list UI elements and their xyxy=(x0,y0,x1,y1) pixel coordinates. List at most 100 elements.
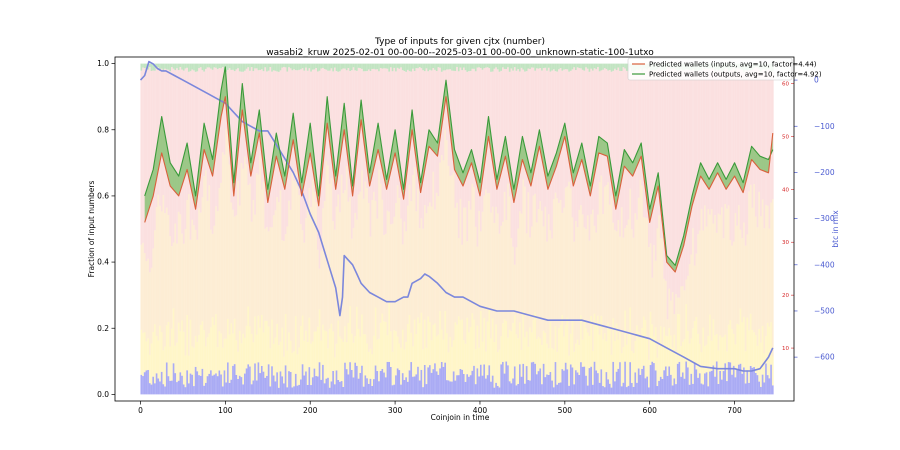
band-yellow xyxy=(705,344,708,373)
band-green xyxy=(505,63,508,69)
band-green xyxy=(525,63,528,72)
band-green xyxy=(259,63,261,70)
band-red xyxy=(301,68,304,231)
band-orange xyxy=(731,245,733,330)
band-blue xyxy=(333,384,336,395)
band-orange xyxy=(519,211,521,323)
band-yellow xyxy=(213,324,216,375)
band-green xyxy=(476,63,479,68)
band-orange xyxy=(478,210,480,348)
band-blue xyxy=(537,371,540,395)
band-blue xyxy=(335,370,338,395)
band-yellow xyxy=(552,349,555,388)
band-red xyxy=(179,66,182,215)
band-orange xyxy=(637,197,640,332)
band-orange xyxy=(722,238,725,337)
band-yellow xyxy=(464,343,467,382)
band-red xyxy=(532,67,535,196)
band-blue xyxy=(218,370,221,395)
band-orange xyxy=(486,193,489,322)
band-blue xyxy=(692,383,694,395)
band-green xyxy=(503,63,506,69)
band-blue xyxy=(332,371,334,395)
band-orange xyxy=(184,229,187,356)
band-red xyxy=(530,67,533,227)
band-green xyxy=(181,63,183,70)
band-green xyxy=(322,63,324,68)
band-blue xyxy=(417,366,419,395)
band-orange xyxy=(244,156,246,338)
band-green xyxy=(233,63,236,72)
band-green xyxy=(440,63,443,72)
band-red xyxy=(199,67,202,213)
band-blue xyxy=(670,374,672,395)
band-orange xyxy=(191,219,194,347)
band-red xyxy=(452,70,455,173)
band-orange xyxy=(457,238,460,317)
band-yellow xyxy=(264,320,267,378)
band-red xyxy=(296,70,299,187)
band-red xyxy=(228,68,231,165)
band-red xyxy=(690,70,693,255)
band-blue xyxy=(357,378,360,395)
band-red xyxy=(204,68,207,171)
band-yellow xyxy=(680,346,682,377)
band-blue xyxy=(169,380,172,395)
band-orange xyxy=(479,231,482,311)
band-yellow xyxy=(442,339,445,367)
band-orange xyxy=(230,202,233,324)
band-blue xyxy=(391,385,394,395)
band-green xyxy=(420,63,423,69)
band-orange xyxy=(235,215,238,341)
band-red xyxy=(629,67,632,189)
band-green xyxy=(179,63,182,67)
band-blue xyxy=(206,376,209,395)
band-blue xyxy=(379,370,382,395)
band-red xyxy=(349,71,351,198)
band-red xyxy=(605,69,608,185)
band-red xyxy=(627,71,630,220)
band-green xyxy=(593,63,596,69)
band-blue xyxy=(709,371,711,395)
x-tick-label: 200 xyxy=(303,406,318,415)
band-yellow xyxy=(447,352,450,381)
band-orange xyxy=(697,234,699,334)
band-red xyxy=(347,68,350,202)
band-green xyxy=(515,63,518,71)
band-red xyxy=(437,67,440,197)
y-tick-label-left: 0.2 xyxy=(97,324,109,333)
band-yellow xyxy=(413,319,416,377)
band-blue xyxy=(425,384,428,395)
band-red xyxy=(272,70,275,216)
band-orange xyxy=(294,171,297,317)
band-red xyxy=(527,68,530,193)
band-blue xyxy=(763,382,766,395)
band-orange xyxy=(673,314,676,335)
band-green xyxy=(218,63,221,69)
band-green xyxy=(339,63,341,72)
band-yellow xyxy=(238,330,241,376)
band-orange xyxy=(770,202,772,323)
band-yellow xyxy=(406,324,409,382)
band-red xyxy=(542,68,545,227)
band-blue xyxy=(454,380,457,395)
band-blue xyxy=(515,385,518,395)
band-green xyxy=(193,63,195,71)
band-green xyxy=(379,63,382,68)
band-green xyxy=(535,63,538,69)
band-green xyxy=(228,63,231,69)
band-red xyxy=(603,68,606,187)
band-red xyxy=(709,68,711,215)
band-blue xyxy=(486,375,489,395)
band-green xyxy=(415,63,418,69)
band-blue xyxy=(189,373,192,395)
band-yellow xyxy=(225,338,228,383)
band-blue xyxy=(254,363,256,395)
band-yellow xyxy=(286,350,289,388)
band-blue xyxy=(586,385,589,395)
band-yellow xyxy=(758,328,761,382)
band-green xyxy=(513,63,516,68)
band-orange xyxy=(481,211,484,342)
band-blue xyxy=(267,364,270,395)
band-green xyxy=(244,63,246,71)
